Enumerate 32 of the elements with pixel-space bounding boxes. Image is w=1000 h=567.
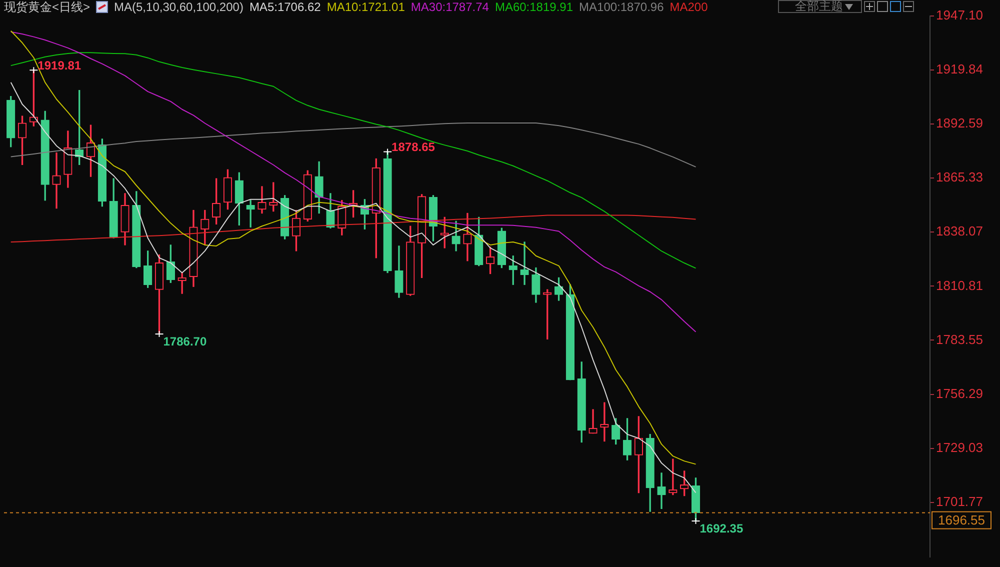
annotation: 1786.70 [163,334,207,348]
y-tick-label: 1892.59 [936,116,983,131]
candlestick [52,152,61,209]
text: MA60:1819.91 [494,0,574,14]
ref-line-label: 1696.55 [938,512,985,528]
candlestick [657,472,666,509]
text: MA30:1787.74 [410,0,489,14]
candlestick [588,409,598,434]
annotation: 1692.35 [700,521,744,536]
y-tick-label: 1838.07 [936,224,983,239]
text: MA100:1870.96 [579,0,664,14]
chart-title: 现货黄金<日线> [4,0,90,14]
y-tick-label: 1810.81 [936,278,983,293]
candlestick [668,458,678,496]
text: MA10:1721.01 [326,0,405,14]
text: 全部主题 [795,0,843,13]
y-tick-label: 1783.55 [936,332,983,347]
y-tick-label: 1701.77 [936,494,983,509]
y-tick-label: 1865.33 [936,170,983,185]
y-tick-label: 1729.03 [936,440,983,455]
y-tick-label: 1756.29 [936,386,983,401]
candlestick [600,402,609,442]
annotation: 1919.81 [38,58,82,72]
candlestick [178,272,186,294]
annotation: 1878.65 [392,140,436,154]
candlestick [520,242,529,285]
legend-title: MA(5,10,30,60,100,200) [114,0,244,14]
candlestick [246,200,255,228]
text: MA5:1706.62 [249,0,321,14]
text: MA200 [670,0,708,14]
y-tick-label: 1947.10 [936,8,983,23]
y-tick-label: 1919.84 [936,62,983,77]
